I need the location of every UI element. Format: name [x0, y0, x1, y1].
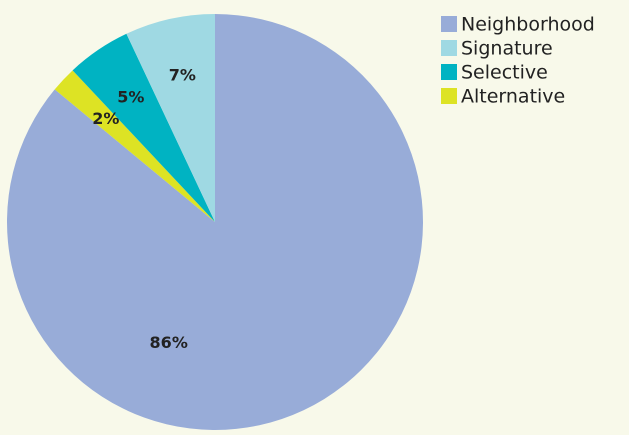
legend-item-alternative: Alternative: [441, 86, 565, 108]
legend-item-signature: Signature: [441, 38, 553, 60]
value-label-signature: 7%: [169, 65, 196, 84]
pie-value-labels: 86% 2% 5% 7%: [92, 65, 196, 352]
legend-swatch: [441, 40, 457, 56]
value-label-selective: 5%: [117, 88, 144, 107]
legend-item-neighborhood: Neighborhood: [441, 14, 595, 36]
pie-slice-alternative: [54, 70, 216, 223]
legend-swatch: [441, 64, 457, 80]
value-label-neighborhood: 86%: [150, 333, 188, 352]
legend-label: Selective: [461, 62, 548, 84]
value-label-alternative: 2%: [92, 109, 119, 128]
pie-slice-neighborhood: [7, 14, 424, 430]
legend-swatch: [441, 16, 457, 32]
pie-slices: [7, 14, 424, 430]
legend-swatch: [441, 88, 457, 104]
pie-slice-signature: [126, 14, 215, 222]
legend-label: Neighborhood: [461, 14, 595, 36]
legend-label: Alternative: [461, 86, 565, 108]
legend-item-selective: Selective: [441, 62, 548, 84]
pie-slice-selective: [72, 33, 215, 222]
legend-label: Signature: [461, 38, 553, 60]
legend: NeighborhoodSignatureSelectiveAlternativ…: [441, 14, 595, 108]
